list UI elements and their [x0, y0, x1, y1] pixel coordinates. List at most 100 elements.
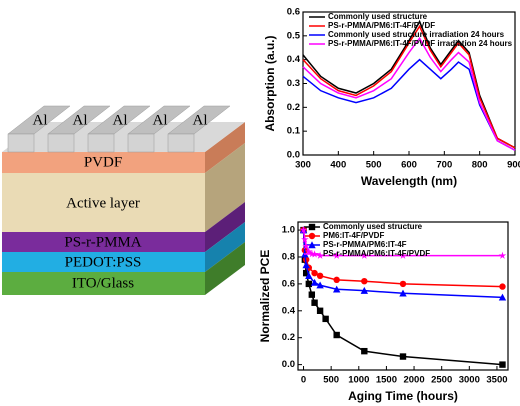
x-tick-label: 500 — [323, 375, 339, 386]
marker — [361, 278, 368, 285]
marker — [301, 235, 309, 243]
pvdf-layer — [2, 152, 205, 173]
y-tick-label: 0.0 — [282, 359, 295, 370]
electrode-label: Al — [73, 112, 88, 128]
electrodes — [7, 105, 231, 153]
marker — [499, 361, 506, 368]
marker — [498, 293, 507, 301]
marker — [360, 251, 369, 259]
marker — [310, 278, 319, 286]
marker — [322, 315, 329, 323]
ito-layer — [2, 272, 205, 295]
marker — [302, 269, 310, 277]
x-tick-label: 1500 — [376, 375, 397, 386]
electrode-label: Al — [153, 112, 168, 128]
al-front — [127, 133, 155, 153]
marker — [305, 280, 313, 288]
layer-label: Active layer — [66, 195, 140, 211]
legend-label: PM6:IT-4F/PVDF — [323, 231, 384, 240]
al-front — [47, 133, 75, 153]
marker — [311, 299, 318, 306]
al-front — [167, 133, 195, 153]
ito-side — [205, 242, 245, 295]
marker — [399, 280, 407, 288]
y-tick-label: 0.6 — [282, 278, 295, 289]
electrode-label: Al — [33, 112, 48, 128]
x-axis-label: Aging Time (hours) — [348, 389, 458, 403]
y-tick-label: 0.2 — [282, 332, 295, 343]
series-line — [302, 58, 516, 151]
marker — [305, 247, 313, 255]
marker — [316, 251, 324, 259]
active-layer — [2, 173, 205, 232]
marker — [299, 226, 308, 234]
marker — [302, 242, 310, 250]
x-tick-label: 800 — [472, 160, 488, 171]
y-tick-label: 0.0 — [287, 150, 300, 161]
x-tick-label: 900 — [507, 160, 520, 171]
al-front — [7, 133, 35, 153]
marker — [308, 232, 316, 240]
y-axis-label: Normalized PCE — [258, 250, 272, 343]
marker — [308, 250, 316, 258]
layer-label: PVDF — [84, 154, 122, 170]
y-tick-label: 0.5 — [287, 30, 301, 41]
y-tick-label: 1.0 — [282, 225, 295, 236]
x-tick-label: 400 — [330, 160, 346, 171]
marker — [361, 347, 368, 355]
marker — [333, 331, 340, 339]
marker — [360, 286, 369, 294]
marker — [399, 353, 407, 360]
legend-label: PS-r-PMMA/PM6:IT-4F/PVDF irradiation 24 … — [328, 39, 513, 48]
x-tick-label: 500 — [366, 160, 382, 171]
x-tick-label: 1000 — [348, 375, 369, 386]
marker — [308, 223, 316, 231]
x-tick-label: 700 — [436, 160, 452, 171]
layer-label: PEDOT:PSS — [65, 254, 142, 270]
y-tick-label: 0.3 — [287, 78, 300, 89]
legend-label: Commonly used structure irradiation 24 h… — [328, 30, 505, 39]
active-side — [205, 143, 245, 232]
legend-label: Commonly used structure — [328, 12, 428, 21]
layer-label: ITO/Glass — [72, 275, 134, 291]
series-line — [302, 24, 516, 149]
psr-side — [205, 202, 245, 252]
y-axis-label: Absorption (a.u.) — [263, 36, 277, 132]
y-tick-label: 0.4 — [282, 305, 296, 316]
marker — [308, 241, 316, 249]
pedot-layer — [2, 252, 205, 272]
y-tick-label: 0.6 — [287, 7, 300, 18]
legend-label: PS-r-PMMA/PM6:IT-4F/PVDF — [323, 249, 430, 258]
marker — [498, 251, 507, 259]
x-tick-label: 300 — [295, 160, 311, 171]
marker — [302, 261, 310, 269]
y-tick-label: 0.4 — [287, 54, 301, 65]
marker — [399, 289, 407, 297]
marker — [316, 272, 324, 280]
electrode-label: Al — [193, 112, 208, 128]
x-tick-label: 0 — [301, 375, 306, 386]
marker — [499, 283, 506, 290]
electrode-label: Al — [113, 112, 128, 128]
marker — [333, 276, 340, 284]
marker — [332, 251, 341, 259]
legend-label: Commonly used structure — [323, 222, 423, 231]
plot-frame — [297, 221, 509, 371]
x-tick-label: 3500 — [486, 375, 507, 386]
marker — [311, 269, 318, 277]
marker — [332, 285, 341, 293]
x-tick-label: 3000 — [459, 375, 480, 386]
y-tick-label: 0.2 — [287, 102, 300, 113]
x-tick-label: 600 — [401, 160, 417, 171]
legend-label: PS-r-PMMA/PM6:IT-4F/PVDF — [328, 21, 435, 30]
series-line — [302, 230, 503, 299]
x-axis-label: Wavelength (nm) — [361, 174, 457, 188]
y-tick-label: 0.8 — [282, 251, 295, 262]
marker — [308, 291, 316, 298]
x-tick-label: 2500 — [431, 375, 452, 386]
marker — [305, 272, 313, 280]
marker — [316, 281, 324, 289]
x-tick-label: 2000 — [403, 375, 424, 386]
layer-label: PS-r-PMMA — [64, 234, 141, 250]
